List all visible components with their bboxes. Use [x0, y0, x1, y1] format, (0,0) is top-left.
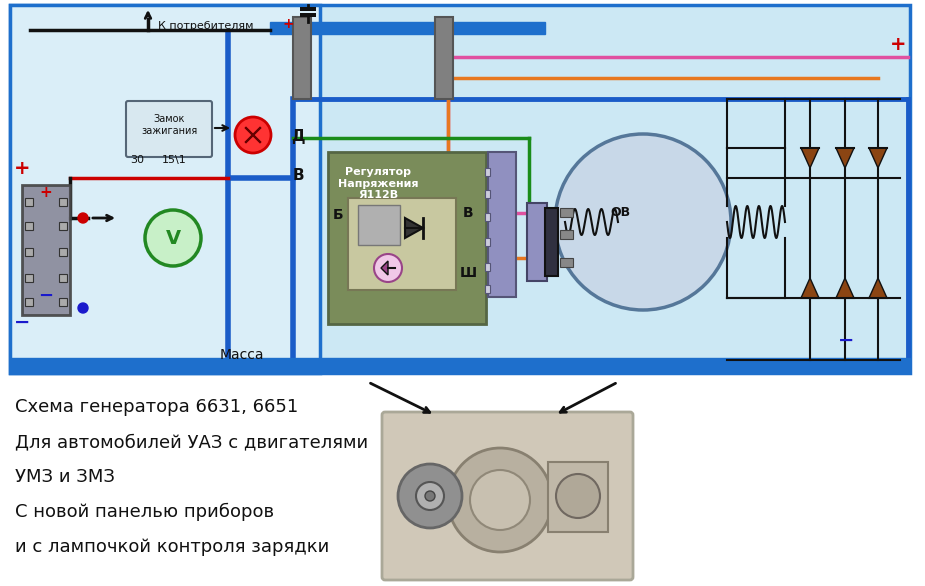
- Bar: [59, 222, 67, 230]
- Polygon shape: [869, 278, 887, 298]
- Circle shape: [374, 254, 402, 282]
- FancyBboxPatch shape: [382, 412, 633, 580]
- Bar: [270, 22, 545, 34]
- Polygon shape: [801, 148, 819, 168]
- Text: 15\1: 15\1: [162, 155, 187, 165]
- Circle shape: [556, 474, 600, 518]
- Bar: [527, 203, 547, 281]
- Bar: [560, 208, 573, 217]
- Bar: [59, 198, 67, 206]
- FancyBboxPatch shape: [126, 101, 212, 157]
- Text: Д: Д: [291, 128, 304, 144]
- Bar: [348, 198, 456, 290]
- Text: −: −: [14, 312, 31, 332]
- Bar: [10, 5, 320, 373]
- Bar: [300, 13, 316, 17]
- Text: +: +: [890, 35, 906, 54]
- Circle shape: [78, 213, 88, 223]
- Text: К потребителям: К потребителям: [158, 21, 253, 31]
- Bar: [328, 152, 486, 324]
- Circle shape: [145, 210, 201, 266]
- Text: Б: Б: [333, 208, 343, 222]
- Bar: [22, 185, 70, 315]
- Bar: [25, 222, 33, 230]
- Circle shape: [235, 117, 271, 153]
- Bar: [485, 285, 490, 293]
- Circle shape: [416, 482, 444, 510]
- Polygon shape: [405, 218, 423, 238]
- Text: 30: 30: [130, 155, 144, 165]
- Text: и с лампочкой контроля зарядки: и с лампочкой контроля зарядки: [15, 538, 329, 556]
- Circle shape: [78, 303, 88, 313]
- Text: +: +: [14, 158, 31, 178]
- Text: Регулятор
Напряжения
Я112В: Регулятор Напряжения Я112В: [338, 167, 418, 200]
- Bar: [485, 238, 490, 246]
- Bar: [59, 298, 67, 306]
- Text: УМЗ и ЗМЗ: УМЗ и ЗМЗ: [15, 468, 115, 486]
- Bar: [485, 263, 490, 271]
- Bar: [485, 190, 490, 198]
- Bar: [435, 17, 453, 99]
- Polygon shape: [836, 278, 854, 298]
- Text: V: V: [166, 229, 180, 247]
- Text: Замок
зажигания: Замок зажигания: [141, 114, 197, 135]
- Polygon shape: [801, 278, 819, 298]
- Circle shape: [398, 464, 462, 528]
- Bar: [59, 248, 67, 256]
- Circle shape: [448, 448, 552, 552]
- Bar: [10, 358, 910, 373]
- Text: ОВ: ОВ: [610, 206, 630, 219]
- Text: В: В: [462, 206, 474, 220]
- Text: +: +: [282, 17, 293, 31]
- Bar: [560, 258, 573, 267]
- Bar: [300, 7, 316, 11]
- Bar: [548, 462, 608, 532]
- Bar: [358, 205, 400, 245]
- Text: Ш: Ш: [460, 266, 476, 280]
- Text: −: −: [39, 287, 54, 305]
- Bar: [560, 230, 573, 239]
- Text: В: В: [292, 168, 303, 182]
- Polygon shape: [869, 148, 887, 168]
- Text: С новой панелью приборов: С новой панелью приборов: [15, 503, 274, 522]
- Bar: [59, 274, 67, 282]
- Bar: [293, 17, 311, 99]
- Bar: [25, 298, 33, 306]
- Bar: [485, 213, 490, 221]
- Text: Для автомобилей УАЗ с двигателями: Для автомобилей УАЗ с двигателями: [15, 433, 368, 451]
- Bar: [25, 198, 33, 206]
- Bar: [25, 248, 33, 256]
- Bar: [545, 208, 558, 276]
- Circle shape: [470, 470, 530, 530]
- Circle shape: [425, 491, 435, 501]
- Bar: [488, 152, 516, 297]
- Text: Схема генератора 6631, 6651: Схема генератора 6631, 6651: [15, 398, 298, 416]
- Bar: [10, 5, 910, 373]
- Polygon shape: [381, 261, 388, 275]
- Circle shape: [555, 134, 731, 310]
- Bar: [25, 274, 33, 282]
- Polygon shape: [836, 148, 854, 168]
- Text: +: +: [40, 185, 53, 200]
- Text: Масса: Масса: [220, 348, 265, 362]
- Text: −: −: [838, 331, 855, 350]
- Bar: [485, 168, 490, 176]
